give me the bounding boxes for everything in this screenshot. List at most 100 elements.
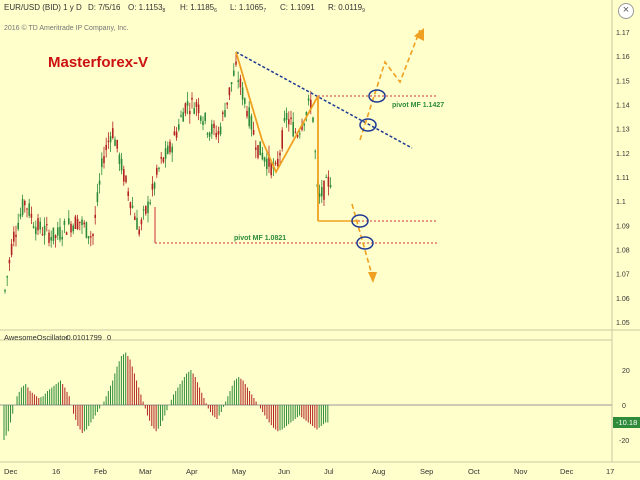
pattern-zigzag [235, 51, 319, 221]
candle-body [127, 191, 129, 197]
candle-body [125, 175, 127, 183]
candle-body [217, 131, 220, 135]
candle-body [85, 222, 88, 238]
candle-body [10, 243, 13, 256]
candle-body [327, 176, 330, 187]
oscillator-extra: 0 [107, 333, 111, 342]
candle-body [142, 209, 145, 211]
candle-body [153, 182, 156, 189]
candle-body [57, 227, 59, 236]
candle-body [61, 236, 63, 240]
candle-body [81, 219, 83, 226]
candle-body [288, 119, 290, 125]
candle-body [8, 259, 11, 264]
candle-body [28, 203, 30, 216]
candle-body [222, 112, 224, 115]
candle-body [248, 107, 250, 127]
header-symbol: EUR/USD (BID) 1 y D [4, 3, 82, 12]
candle-body [149, 202, 151, 204]
candle-body [197, 104, 200, 114]
candle-body [169, 141, 171, 153]
header-date: D: 7/5/16 [88, 3, 121, 12]
close-icon[interactable]: × [618, 3, 634, 19]
candle-body [310, 99, 312, 110]
candle-body [116, 140, 118, 149]
candle-body [46, 224, 48, 226]
copyright-text: 2016 © TD Ameritrade IP Company, Inc. [4, 24, 129, 32]
price-candles [4, 52, 332, 294]
candle-body [200, 116, 202, 121]
candle-body [195, 101, 198, 108]
candle-body [318, 193, 321, 197]
osc-tick-neg20: -20 [619, 438, 629, 445]
candle-body [87, 236, 90, 239]
header-high: H: 1.11856 [180, 3, 217, 14]
candle-body [277, 158, 279, 167]
target-circle-3 [351, 214, 369, 228]
candle-body [244, 98, 246, 104]
candle-body [19, 214, 22, 217]
candle-body [250, 115, 253, 130]
candle-body [30, 213, 33, 218]
time-axis-label: Apr [186, 467, 198, 476]
time-axis-label: Aug [372, 467, 385, 476]
candle-body [158, 167, 160, 169]
candle-body [63, 220, 66, 225]
candle-body [41, 234, 44, 236]
candle-body [118, 154, 121, 164]
candle-body [48, 232, 50, 243]
candle-body [136, 217, 138, 230]
candle-body [202, 121, 204, 126]
candle-body [294, 131, 297, 133]
time-axis-label: Oct [468, 467, 481, 476]
price-tick-label: 1.07 [616, 272, 630, 279]
candle-body [211, 124, 213, 134]
oscillator-bars [3, 352, 329, 440]
candle-body [296, 134, 299, 137]
candle-body [235, 61, 237, 65]
candle-body [17, 222, 19, 230]
brand-label: Masterforex-V [48, 54, 148, 71]
candle-body [204, 112, 206, 121]
candle-body [193, 108, 195, 114]
candle-body [301, 125, 303, 130]
candle-body [224, 110, 226, 117]
price-tick-label: 1.08 [616, 248, 630, 255]
candle-body [145, 206, 147, 214]
time-axis-label: Jul [324, 467, 334, 476]
candle-body [76, 218, 79, 230]
candle-body [246, 110, 248, 117]
candle-body [257, 145, 259, 158]
candle-body [191, 97, 193, 100]
pivot-label-upper: pivot MF 1.1427 [392, 102, 444, 109]
candle-body [180, 115, 182, 117]
candle-body [160, 157, 162, 159]
candle-body [299, 133, 301, 135]
candle-body [94, 214, 96, 218]
candle-body [321, 187, 323, 197]
candle-body [74, 216, 77, 230]
candle-body [184, 103, 187, 114]
candle-body [219, 126, 222, 135]
candle-body [182, 112, 184, 122]
candle-body [105, 144, 107, 150]
candle-body [83, 222, 85, 225]
candle-body [189, 110, 191, 115]
time-axis-label: Nov [514, 467, 528, 476]
candle-body [241, 87, 244, 100]
candle-body [107, 140, 110, 142]
candle-body [266, 158, 268, 170]
candle-body [72, 225, 74, 232]
candle-body [32, 226, 35, 228]
candle-body [206, 133, 209, 135]
candle-body [303, 123, 305, 126]
trendline-down [235, 51, 413, 149]
candle-body [103, 156, 105, 164]
target-circle-1 [368, 89, 386, 103]
price-tick-label: 1.09 [616, 223, 630, 230]
pivot-label-lower: pivot MF 1.0821 [234, 235, 286, 242]
candle-body [112, 128, 114, 138]
candle-body [279, 152, 281, 156]
price-tick-label: 1.14 [616, 103, 630, 110]
